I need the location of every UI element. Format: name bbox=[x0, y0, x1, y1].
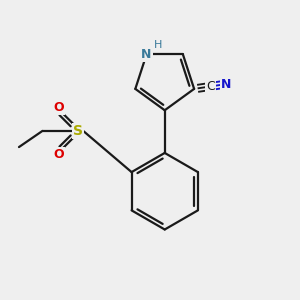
Text: N: N bbox=[221, 78, 231, 91]
Text: N: N bbox=[141, 48, 152, 61]
Text: S: S bbox=[73, 124, 83, 138]
Text: H: H bbox=[154, 40, 162, 50]
Text: C: C bbox=[206, 80, 214, 93]
Text: O: O bbox=[53, 101, 64, 114]
Text: O: O bbox=[53, 148, 64, 161]
